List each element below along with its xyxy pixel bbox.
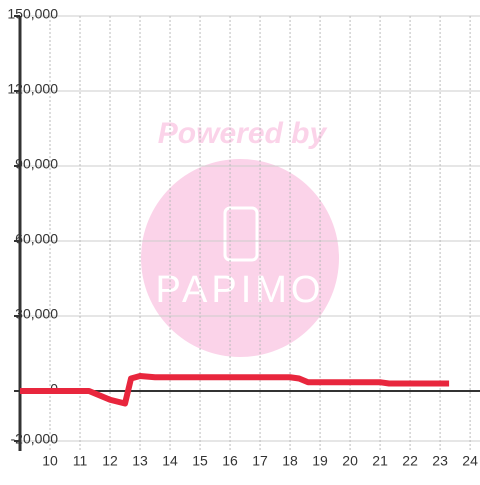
x-tick-label: 11 [73, 453, 88, 469]
x-tick-label: 21 [372, 453, 388, 469]
watermark-logo: PAPIMO [156, 269, 325, 311]
x-tick-label: 16 [222, 453, 238, 469]
x-tick-label: 22 [402, 453, 418, 469]
x-tick-label: 20 [342, 453, 358, 469]
x-tick-label: 14 [162, 453, 178, 469]
x-tick-label: 10 [42, 453, 58, 469]
watermark-circle [141, 159, 339, 357]
watermark: Powered by PAPIMO [141, 117, 339, 357]
y-tick-label: 90,000 [15, 156, 58, 172]
x-tick-label: 23 [432, 453, 448, 469]
y-tick-label: 150,000 [7, 6, 58, 22]
y-tick-label: -20,000 [11, 431, 59, 447]
y-tick-label: 30,000 [15, 306, 58, 322]
x-tick-label: 13 [132, 453, 148, 469]
x-tick-label: 17 [252, 453, 268, 469]
y-tick-label: 120,000 [7, 81, 58, 97]
watermark-icon [223, 206, 259, 262]
y-tick-label: 60,000 [15, 231, 58, 247]
line [20, 373, 450, 407]
x-tick-label: 12 [102, 453, 118, 469]
x-tick-label: 15 [192, 453, 208, 469]
x-tick-label: 19 [312, 453, 328, 469]
x-tick-label: 18 [282, 453, 298, 469]
x-tick-label: 24 [462, 453, 478, 469]
watermark-text: Powered by [158, 117, 328, 150]
